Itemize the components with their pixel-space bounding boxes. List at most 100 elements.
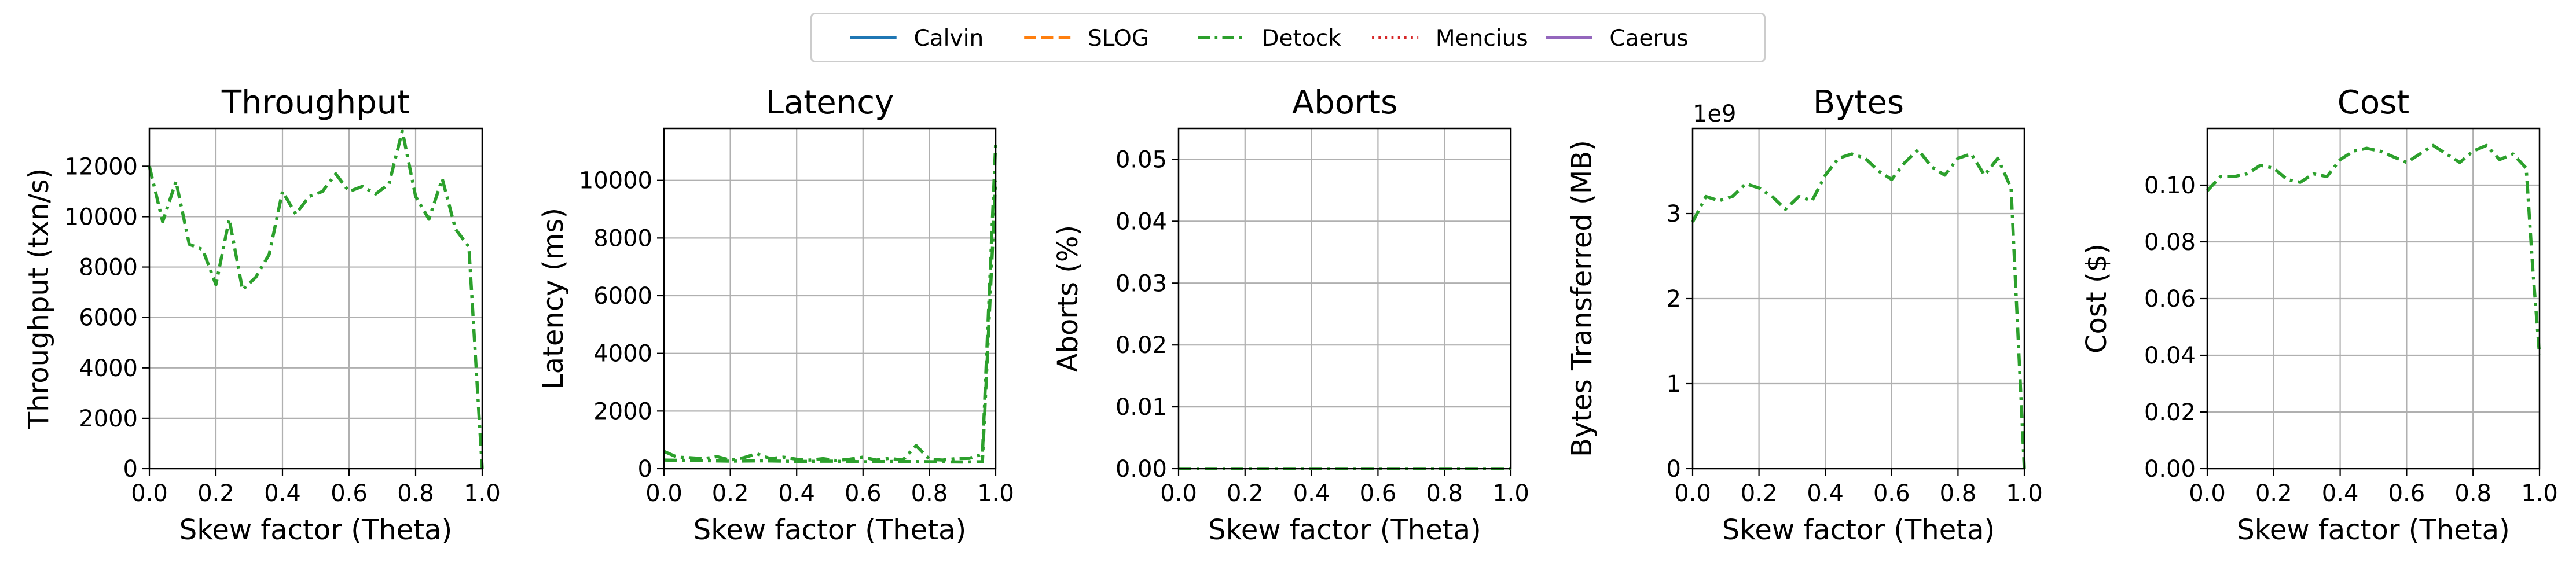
series-line-detock [663, 142, 997, 462]
x-tick-label: 0.0 [2189, 480, 2226, 507]
chart-throughput: 0.0 0.2 0.4 0.6 0.8 1.0 0 2000 4000 6000 8000 10000… [23, 84, 501, 546]
series-line-detock [148, 129, 484, 469]
chart-latency: 0.0 0.2 0.4 0.6 0.8 1.0 0 2000 4000 6000 8000 10000… [537, 84, 1014, 546]
x-tick-label: 0.4 [2322, 480, 2359, 507]
legend-item-mencius: Mencius [1372, 25, 1528, 51]
x-tick-label: 0.8 [1426, 480, 1463, 507]
y-axis-label: Aborts (%) [1052, 225, 1084, 373]
grid [2206, 128, 2541, 470]
chart-legend: Calvin SLOG Detock Mencius Caerus [810, 13, 1766, 62]
x-tick-label: 0.6 [2388, 480, 2425, 507]
y-tick-label: 0.04 [2144, 343, 2196, 369]
x-tick-label: 0.0 [645, 480, 682, 507]
chart-aborts: 0.0 0.2 0.4 0.6 0.8 1.0 0.00 0.01 0.02 0.03 0.04 0.… [1052, 84, 1529, 546]
y-tick-label: 0.02 [2144, 399, 2196, 426]
grid [663, 128, 997, 470]
y-tick-label: 0.08 [2144, 229, 2196, 256]
chart-title: Latency [766, 84, 894, 122]
x-tick-label: 0.4 [264, 480, 301, 507]
y-tick-label: 0.06 [2144, 286, 2196, 312]
x-tick-label: 0.8 [397, 480, 434, 507]
y-tick-label: 1 [1667, 371, 1681, 398]
y-tick-label: 8000 [79, 255, 138, 281]
x-tick-label: 0.2 [2255, 480, 2292, 507]
y-tick-label: 0.00 [1115, 456, 1167, 483]
x-tick-label: 0.6 [845, 480, 882, 507]
y-axis-label: Throughput (txn/s) [23, 168, 55, 429]
y-axis-label: Cost ($) [2080, 244, 2113, 354]
y-axis-label: Bytes Transferred (MB) [1566, 140, 1598, 457]
y-tick-label: 4000 [593, 341, 652, 367]
x-tick-label: 0.0 [131, 480, 168, 507]
chart-title: Bytes [1813, 84, 1904, 122]
x-tick-label: 0.2 [712, 480, 749, 507]
x-tick-label: 1.0 [2006, 480, 2043, 507]
legend-item-calvin: Calvin [850, 25, 984, 51]
grid [148, 128, 483, 470]
x-tick-label: 0.6 [1873, 480, 1910, 507]
axis-offset-text: 1e9 [1693, 101, 1737, 127]
y-axis-label: Latency (ms) [537, 208, 570, 389]
plot-frame [1177, 127, 1512, 470]
plot-frame [1691, 127, 2025, 470]
legend-label: Detock [1261, 25, 1341, 51]
y-tick-label: 0.04 [1115, 208, 1167, 235]
y-tick-label: 2000 [79, 406, 138, 432]
x-axis-label: Skew factor (Theta) [1722, 514, 1995, 546]
plot-frame [663, 127, 997, 470]
chart-title: Throughput [221, 84, 410, 122]
series-line-detock [2206, 143, 2541, 356]
x-tick-label: 1.0 [1492, 480, 1529, 507]
x-tick-label: 0.4 [1807, 480, 1844, 507]
legend-item-caerus: Caerus [1546, 25, 1689, 51]
y-tick-label: 0.05 [1115, 146, 1167, 173]
y-tick-label: 8000 [593, 225, 652, 252]
y-tick-label: 4000 [79, 355, 138, 382]
y-tick-label: 0 [123, 456, 138, 483]
y-tick-label: 2000 [593, 398, 652, 425]
y-tick-label: 0.00 [2144, 456, 2196, 483]
x-tick-label: 0.4 [1293, 480, 1330, 507]
legend-item-slog: SLOG [1024, 25, 1149, 51]
y-tick-label: 0 [1667, 456, 1681, 483]
legend-item-detock: Detock [1198, 25, 1341, 51]
legend-label: Mencius [1436, 25, 1528, 51]
chart-title: Aborts [1292, 84, 1397, 122]
chart-bytes: 0.0 0.2 0.4 0.6 0.8 1.0 0 1 2 3 Bytes Skew factor (… [1566, 84, 2043, 546]
x-axis-label: Skew factor (Theta) [179, 514, 452, 546]
x-tick-label: 0.8 [2454, 480, 2491, 507]
x-tick-label: 0.2 [197, 480, 234, 507]
y-tick-label: 2 [1667, 286, 1681, 312]
y-tick-label: 6000 [79, 305, 138, 332]
x-tick-label: 1.0 [464, 480, 501, 507]
x-tick-label: 0.4 [778, 480, 815, 507]
y-tick-label: 10000 [579, 168, 652, 194]
x-tick-label: 0.8 [911, 480, 948, 507]
legend-label: SLOG [1088, 25, 1149, 51]
x-tick-label: 1.0 [2521, 480, 2558, 507]
series-line-detock [1691, 148, 2026, 469]
x-axis-label: Skew factor (Theta) [693, 514, 966, 546]
y-tick-label: 10000 [64, 204, 138, 230]
y-tick-label: 0.03 [1115, 270, 1167, 297]
y-tick-label: 0 [638, 456, 652, 483]
plot-frame [148, 127, 483, 470]
y-tick-label: 12000 [64, 153, 138, 180]
chart-cost: 0.0 0.2 0.4 0.6 0.8 1.0 0.00 0.02 0.04 0.06 0.08 0.… [2080, 84, 2558, 546]
x-tick-label: 1.0 [977, 480, 1014, 507]
x-tick-label: 0.0 [1160, 480, 1197, 507]
y-tick-label: 3 [1667, 201, 1681, 227]
y-tick-label: 0.10 [2144, 172, 2196, 199]
x-axis-label: Skew factor (Theta) [2237, 514, 2509, 546]
series-line-detock [663, 180, 997, 464]
grid [1691, 128, 2025, 470]
x-axis-label: Skew factor (Theta) [1208, 514, 1481, 546]
x-tick-label: 0.6 [331, 480, 368, 507]
chart-title: Cost [2338, 84, 2410, 122]
legend-label: Caerus [1609, 25, 1688, 51]
x-tick-label: 0.0 [1674, 480, 1711, 507]
legend-label: Calvin [913, 25, 984, 51]
grid [1177, 128, 1512, 470]
y-tick-label: 0.01 [1115, 394, 1167, 421]
plot-frame [2206, 127, 2541, 470]
